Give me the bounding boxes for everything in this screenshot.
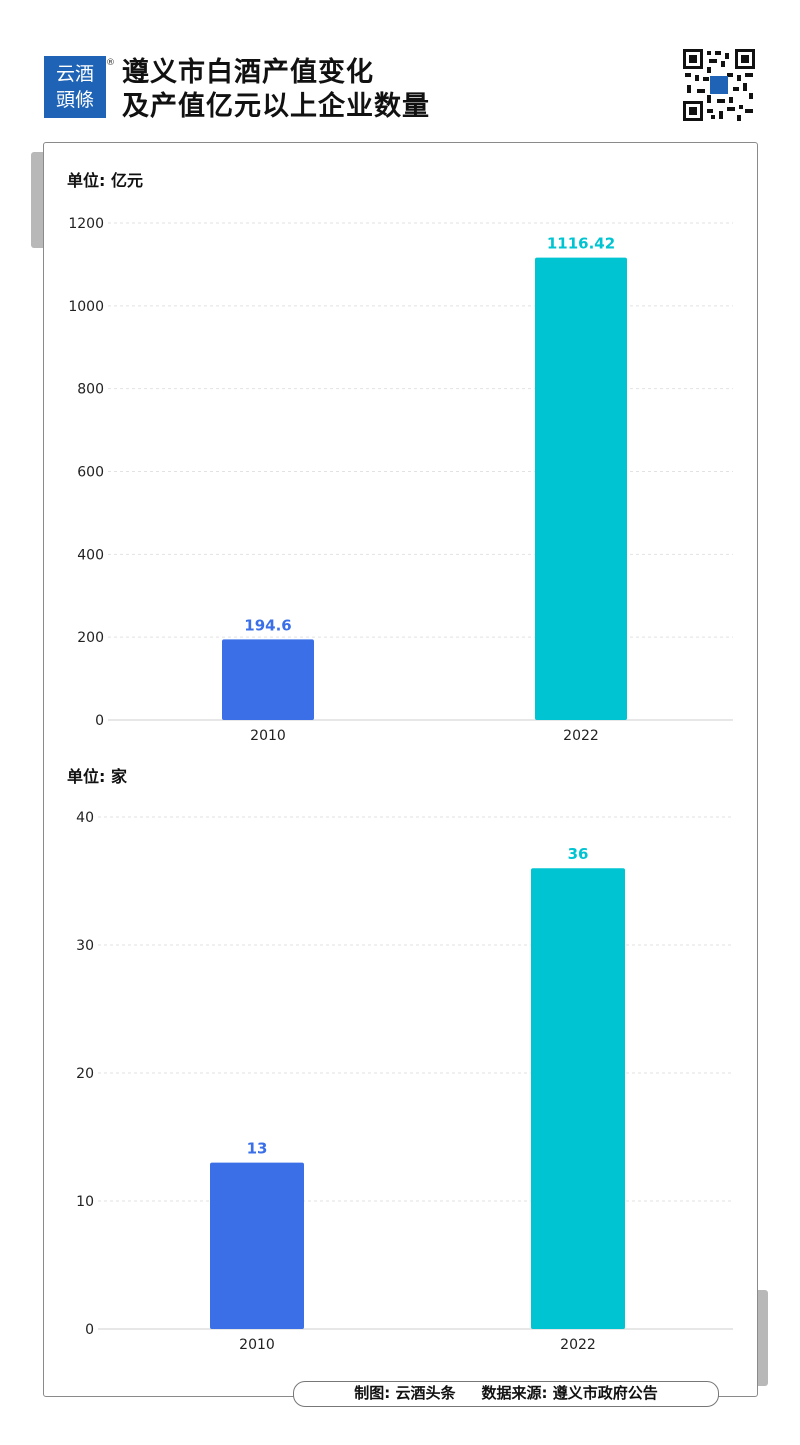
chart-panel: [43, 142, 758, 1397]
title-line-2: 及产值亿元以上企业数量: [122, 91, 430, 122]
y-tick-label: 0: [85, 1322, 94, 1338]
y-tick-label: 1000: [68, 299, 104, 315]
brand-logo: 云酒 頭條 ®: [44, 56, 115, 118]
page-title: 遵义市白酒产值变化 及产值亿元以上企业数量: [122, 56, 430, 124]
data-label-2010: 194.6: [244, 616, 291, 634]
source-footer: 制图: 云酒头条 数据来源: 遵义市政府公告: [293, 1381, 719, 1407]
y-tick-label: 40: [76, 810, 94, 826]
y-tick-label: 10: [76, 1194, 94, 1210]
x-tick-label: 2022: [560, 1337, 596, 1353]
x-tick-label: 2010: [250, 728, 286, 744]
y-tick-label: 600: [77, 465, 104, 481]
x-tick-label: 2022: [563, 728, 599, 744]
panel-tab-left: [31, 152, 43, 248]
data-label-2022: 36: [568, 845, 589, 863]
logo-line-2: 頭條: [55, 89, 94, 111]
bar-2010: [210, 1162, 304, 1329]
y-tick-label: 30: [76, 938, 94, 954]
logo-line-1: 云酒: [55, 63, 94, 85]
panel-tab-right: [756, 1290, 768, 1386]
qr-code-icon: [683, 49, 755, 121]
y-tick-label: 400: [77, 547, 104, 563]
y-tick-label: 1200: [68, 216, 104, 232]
y-tick-label: 800: [77, 382, 104, 398]
x-tick-label: 2010: [239, 1337, 275, 1353]
y-tick-label: 200: [77, 630, 104, 646]
data-label-2010: 13: [247, 1140, 268, 1158]
bar-2022: [531, 868, 625, 1329]
unit-label-output-value: 单位: 亿元: [67, 171, 143, 190]
registered-mark: ®: [106, 58, 115, 68]
header: 云酒 頭條 ® 遵义市白酒产值变化 及产值亿元以上企业数量: [0, 0, 800, 140]
y-tick-label: 20: [76, 1066, 94, 1082]
unit-label-enterprise-count: 单位: 家: [67, 767, 127, 786]
bar-chart-enterprise-count: 0 10 20 30 40 13 2010 36 2022: [76, 810, 733, 1353]
title-line-1: 遵义市白酒产值变化: [122, 57, 374, 88]
bar-2022: [535, 257, 627, 720]
y-tick-label: 0: [95, 713, 104, 729]
data-label-2022: 1116.42: [547, 235, 615, 253]
bar-2010: [222, 639, 314, 720]
bar-chart-output-value: 0 200 400 600 800 1000 1200 194.6 2010 1116.42 202…: [68, 216, 733, 744]
